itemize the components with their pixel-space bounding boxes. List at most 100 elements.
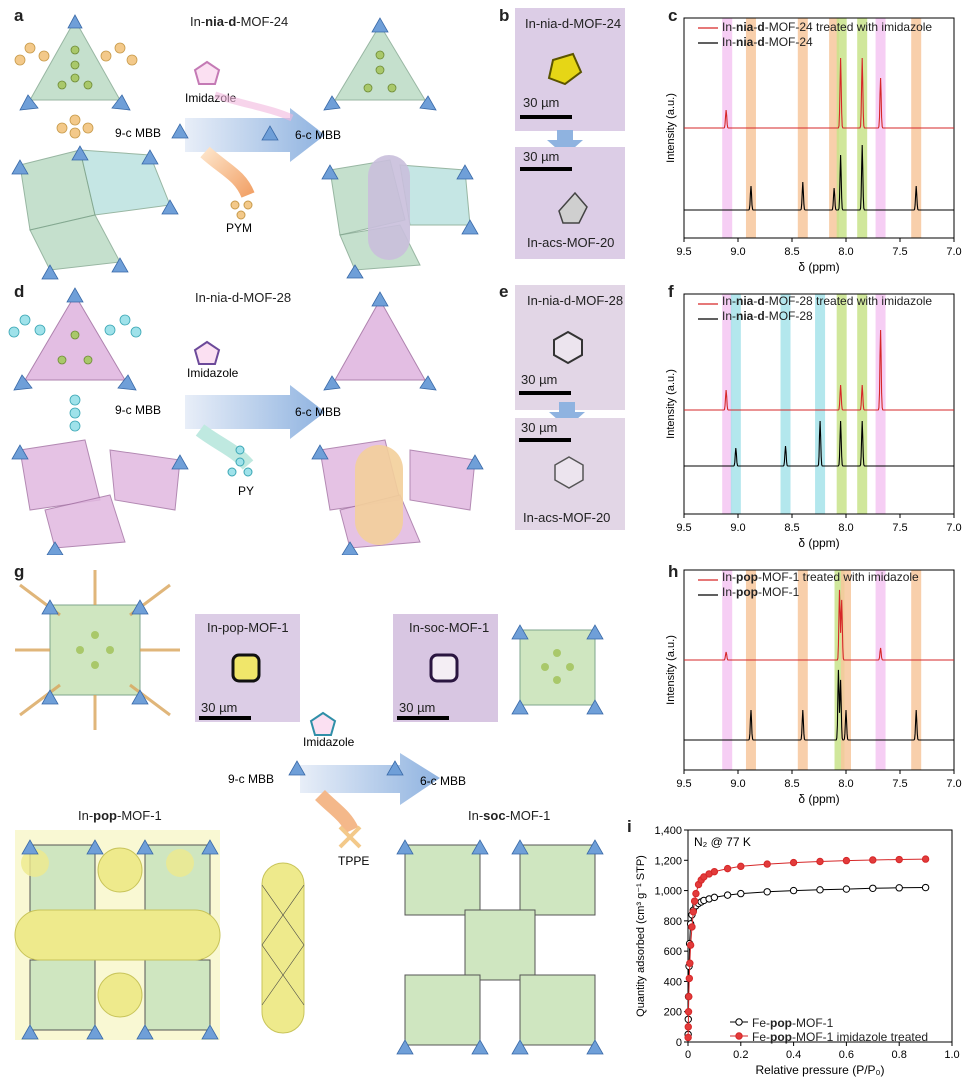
highlight-band [745, 570, 756, 770]
panel-d-title: In-nia-d-MOF-28 [195, 290, 292, 305]
spectrum-line [684, 144, 954, 211]
data-point [921, 855, 930, 863]
x-tick-label: 7.0 [946, 522, 961, 534]
panel-b-scale-top: 30 µm [523, 95, 560, 110]
x-tick-label: 8.0 [838, 778, 853, 790]
panel-letter-d: d [14, 282, 25, 301]
x-tick-label: 7.5 [892, 778, 907, 790]
isotherm-chart-i: 0 0.2 0.4 0.6 0.8 1.0 0 200 400 600 800 1,000 1,200 1… [635, 825, 960, 1077]
panel-b-scale-bottom: 30 µm [523, 149, 560, 164]
highlight-band [722, 570, 733, 770]
x-tick-label: 9.5 [676, 778, 691, 790]
highlight-band [911, 570, 922, 770]
panel-letter-f: f [668, 282, 674, 301]
highlight-band [875, 294, 886, 514]
panel-b-top-label: In-nia-d-MOF-24 [525, 16, 622, 31]
panel-g-bottom-left-label: In-pop-MOF-1 [78, 808, 162, 823]
panel-letter-a: a [14, 6, 24, 25]
panel-b-micrograph-top: In-nia-d-MOF-24 30 µm [515, 8, 625, 131]
legend-c-pristine: In-nia-d-MOF-24 [722, 35, 813, 49]
y-tick-label: 200 [664, 1007, 682, 1019]
panel-b-micrograph-bottom: 30 µm In-acs-MOF-20 [515, 147, 625, 259]
data-point [685, 992, 693, 1001]
x-tick-label: 7.0 [946, 246, 961, 258]
x-tick-label: 7.5 [892, 522, 907, 534]
x-tick-label: 8.5 [784, 778, 799, 790]
legend-f-pristine: In-nia-d-MOF-28 [722, 309, 813, 323]
x-tick-label: 9.5 [676, 522, 691, 534]
panel-a-schematic: Imidazole 9-c MBB 6-c MBB PYM [11, 14, 479, 280]
panel-g-scale-pop: 30 µm [201, 700, 238, 715]
panel-d-imidazole: Imidazole [187, 366, 239, 380]
y-tick-label: 800 [664, 916, 682, 928]
data-point [723, 864, 732, 873]
panel-g-schematic: Imidazole 9-c MBB 6-c MBB TPPE [14, 570, 604, 1055]
panel-d-linker: PY [238, 484, 254, 498]
data-point [710, 893, 719, 902]
x-axis-label: δ (ppm) [798, 260, 839, 274]
x-tick-label: 1.0 [944, 1049, 959, 1061]
highlight-band [875, 18, 886, 238]
spectrum-line [684, 589, 954, 661]
x-tick-label: 7.5 [892, 246, 907, 258]
panel-e-scale-top: 30 µm [521, 372, 558, 387]
data-point [688, 923, 696, 931]
x-tick-label: 8.5 [784, 246, 799, 258]
x-tick-label: 7.0 [946, 778, 961, 790]
data-point [921, 883, 930, 892]
panel-g-micrograph-pop: In-pop-MOF-1 30 µm [195, 614, 300, 722]
panel-d-mbb9: 9-c MBB [115, 403, 161, 417]
data-point [723, 891, 732, 899]
x-tick-label: 0.2 [733, 1049, 748, 1061]
panel-letter-c: c [668, 6, 678, 25]
panel-b-arrow [547, 130, 583, 156]
legend-i-pristine: Fe-pop-MOF-1 [752, 1016, 834, 1030]
data-point [684, 1008, 693, 1016]
y-axis-label: Intensity (a.u.) [665, 93, 677, 163]
x-tick-label: 0.4 [786, 1049, 801, 1061]
highlight-band [857, 18, 868, 238]
x-tick-label: 8.0 [838, 522, 853, 534]
nmr-chart-f: 9.5 9.0 8.5 8.0 7.5 7.0 δ (ppm) Intensity (a.u.… [665, 293, 962, 550]
legend-i-treated: Fe-pop-MOF-1 imidazole treated [752, 1030, 929, 1044]
panel-e-micrograph-bottom: 30 µm In-acs-MOF-20 [515, 418, 625, 530]
isotherm-line [687, 858, 926, 1038]
panel-g-scale-soc: 30 µm [399, 700, 436, 715]
x-tick-label: 0 [685, 1049, 691, 1061]
highlight-band [836, 18, 847, 238]
panel-g-mbb9: 9-c MBB [228, 772, 274, 786]
panel-g-bottom-right-label: In-soc-MOF-1 [468, 808, 551, 823]
data-point [869, 856, 877, 864]
panel-letter-e: e [499, 282, 509, 301]
data-point [895, 855, 903, 864]
data-point [684, 1033, 692, 1042]
highlight-band [780, 294, 791, 514]
data-point [816, 886, 824, 894]
legend-f-treated: In-nia-d-MOF-28 treated with imidazole [722, 294, 933, 308]
data-point [763, 888, 771, 896]
isotherm-line [687, 887, 926, 1035]
data-point [684, 1023, 692, 1031]
y-tick-label: 1,200 [654, 855, 682, 867]
plot-frame [687, 829, 953, 1043]
panel-g-mbb6: 6-c MBB [420, 774, 466, 788]
highlight-band [797, 570, 808, 770]
panel-d-schematic: Imidazole 9-c MBB 6-c MBB PY [8, 287, 484, 555]
x-tick-label: 9.0 [730, 778, 745, 790]
highlight-band [841, 570, 851, 770]
legend-c-treated: In-nia-d-MOF-24 treated with imidazole [722, 20, 933, 34]
panel-letter-b: b [499, 6, 510, 25]
spectrum-line [684, 669, 954, 741]
panel-d-mbb6: 6-c MBB [295, 405, 341, 419]
panel-a-linker: PYM [226, 221, 252, 235]
highlight-band [834, 570, 845, 770]
y-tick-label: 1,000 [654, 886, 682, 898]
panel-g-linker: TPPE [338, 854, 369, 868]
spectrum-line [684, 329, 954, 411]
x-tick-label: 8.0 [838, 246, 853, 258]
legend-marker [735, 1018, 743, 1026]
panel-letter-h: h [668, 562, 679, 581]
plot-frame [683, 569, 955, 771]
panel-a-mbb9: 9-c MBB [115, 126, 161, 140]
y-axis-label: Intensity (a.u.) [665, 369, 677, 439]
